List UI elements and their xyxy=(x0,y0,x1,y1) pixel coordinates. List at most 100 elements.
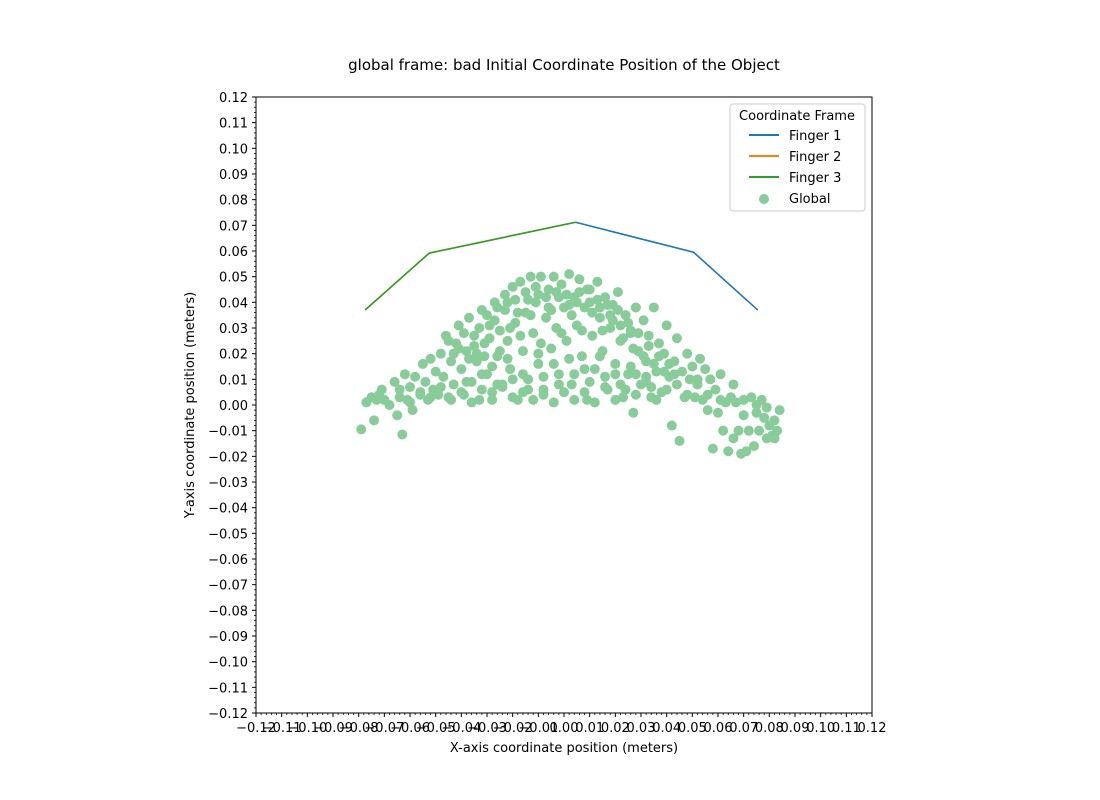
global-scatter-point xyxy=(684,374,695,385)
x-tick-label: 0.08 xyxy=(755,721,784,736)
x-tick-label: 0.00 xyxy=(550,721,579,736)
global-scatter-point xyxy=(525,310,536,321)
global-scatter-point xyxy=(610,358,621,369)
global-scatter-point xyxy=(553,369,564,380)
global-scatter-point xyxy=(748,441,759,452)
global-scatter-point xyxy=(523,294,534,305)
global-scatter-point xyxy=(505,323,516,333)
x-tick-label: −0.02 xyxy=(493,721,533,736)
y-tick-label: 0.06 xyxy=(219,245,248,260)
global-scatter-point xyxy=(569,369,580,380)
global-scatter-point xyxy=(589,364,600,375)
global-scatter-point xyxy=(625,361,636,372)
x-axis-label: X-axis coordinate position (meters) xyxy=(450,741,678,756)
global-scatter-point xyxy=(600,292,611,303)
global-scatter-point xyxy=(612,305,623,316)
global-scatter-point xyxy=(435,348,446,359)
global-scatter-point xyxy=(548,271,559,282)
global-scatter-point xyxy=(579,364,590,375)
global-scatter-point xyxy=(533,289,544,300)
global-scatter-point xyxy=(510,294,521,305)
global-scatter-point xyxy=(620,310,631,321)
global-scatter-point xyxy=(515,276,526,287)
y-tick-label: −0.03 xyxy=(208,476,248,491)
global-scatter-point xyxy=(556,328,567,339)
global-scatter-point xyxy=(499,305,510,316)
global-scatter-point xyxy=(494,325,505,336)
global-scatter-point xyxy=(648,302,659,313)
global-scatter-point xyxy=(456,387,467,398)
global-scatter-point xyxy=(594,312,605,323)
legend-box xyxy=(729,103,866,212)
global-scatter-point xyxy=(695,353,706,364)
global-scatter-point xyxy=(589,397,600,408)
global-scatter-point xyxy=(548,397,559,408)
global-scatter-point xyxy=(507,392,518,403)
global-scatter-point xyxy=(618,333,629,344)
global-scatter-point xyxy=(520,287,531,298)
global-scatter-point xyxy=(630,389,641,400)
x-tick-label: −0.08 xyxy=(339,721,379,736)
global-scatter-point xyxy=(559,387,569,398)
global-scatter-point xyxy=(453,320,464,331)
global-scatter-point xyxy=(707,443,718,454)
global-scatter-point xyxy=(553,292,564,303)
legend-global-label: Global xyxy=(789,192,830,207)
global-scatter-point xyxy=(666,420,677,431)
global-scatter-point xyxy=(484,333,495,344)
global-scatter-point xyxy=(602,299,613,310)
global-scatter-point xyxy=(530,281,541,292)
global-scatter-point xyxy=(623,369,634,380)
global-scatter-point xyxy=(471,348,482,359)
global-scatter-point xyxy=(528,394,539,405)
global-scatter-point xyxy=(438,371,449,382)
global-scatter-point xyxy=(384,400,395,410)
global-scatter-point xyxy=(446,356,457,367)
finger-1-line xyxy=(575,221,759,311)
global-scatter-point xyxy=(582,284,593,295)
global-scatter-point xyxy=(535,338,546,349)
global-scatter-point xyxy=(535,271,546,282)
global-scatter-point xyxy=(564,353,575,364)
global-scatter-point xyxy=(528,328,539,339)
global-scatter-point xyxy=(507,281,518,292)
y-tick-label: 0.02 xyxy=(219,348,248,363)
y-axis-ticks: −0.12 −0.11 −0.10 −0.09 −0.08 −0.07 −0.06 −0.05… xyxy=(208,91,256,722)
global-scatter-point xyxy=(476,384,487,395)
legend-global-swatch xyxy=(759,194,769,204)
y-tick-label: −0.09 xyxy=(208,630,248,645)
global-scatter-point xyxy=(464,312,475,323)
global-scatter-point xyxy=(743,425,754,436)
global-scatter-point xyxy=(610,369,621,380)
x-tick-label: 0.06 xyxy=(704,721,733,736)
global-scatter-point xyxy=(523,384,534,395)
y-tick-label: −0.01 xyxy=(208,425,248,440)
global-scatter-point xyxy=(733,425,744,436)
global-scatter-point xyxy=(746,392,757,403)
global-scatter-point xyxy=(469,330,480,341)
global-scatter-point xyxy=(407,405,418,416)
global-scatter-point xyxy=(394,384,405,395)
global-scatter-point xyxy=(689,392,700,403)
y-tick-label: 0.05 xyxy=(219,271,248,286)
y-tick-label: −0.12 xyxy=(208,707,248,722)
global-scatter-point xyxy=(630,369,641,380)
global-scatter-point xyxy=(728,433,739,444)
global-scatter-point xyxy=(471,356,482,367)
global-scatter-point xyxy=(502,335,513,346)
global-scatter-point xyxy=(579,387,590,398)
global-scatter-point xyxy=(587,307,598,318)
x-tick-label: −0.11 xyxy=(262,721,302,736)
x-tick-label: 0.05 xyxy=(678,721,707,736)
global-scatter-point xyxy=(417,358,428,369)
global-scatter-point xyxy=(705,374,716,385)
global-scatter-point xyxy=(741,446,752,457)
global-scatter-point xyxy=(574,274,585,285)
global-scatter-point xyxy=(661,384,672,395)
global-scatter-point xyxy=(592,276,603,287)
global-scatter-point xyxy=(700,364,711,375)
global-scatter-point xyxy=(584,297,595,308)
global-scatter-point xyxy=(553,379,564,390)
y-tick-label: 0.01 xyxy=(219,373,248,388)
x-tick-label: −0.06 xyxy=(390,721,430,736)
